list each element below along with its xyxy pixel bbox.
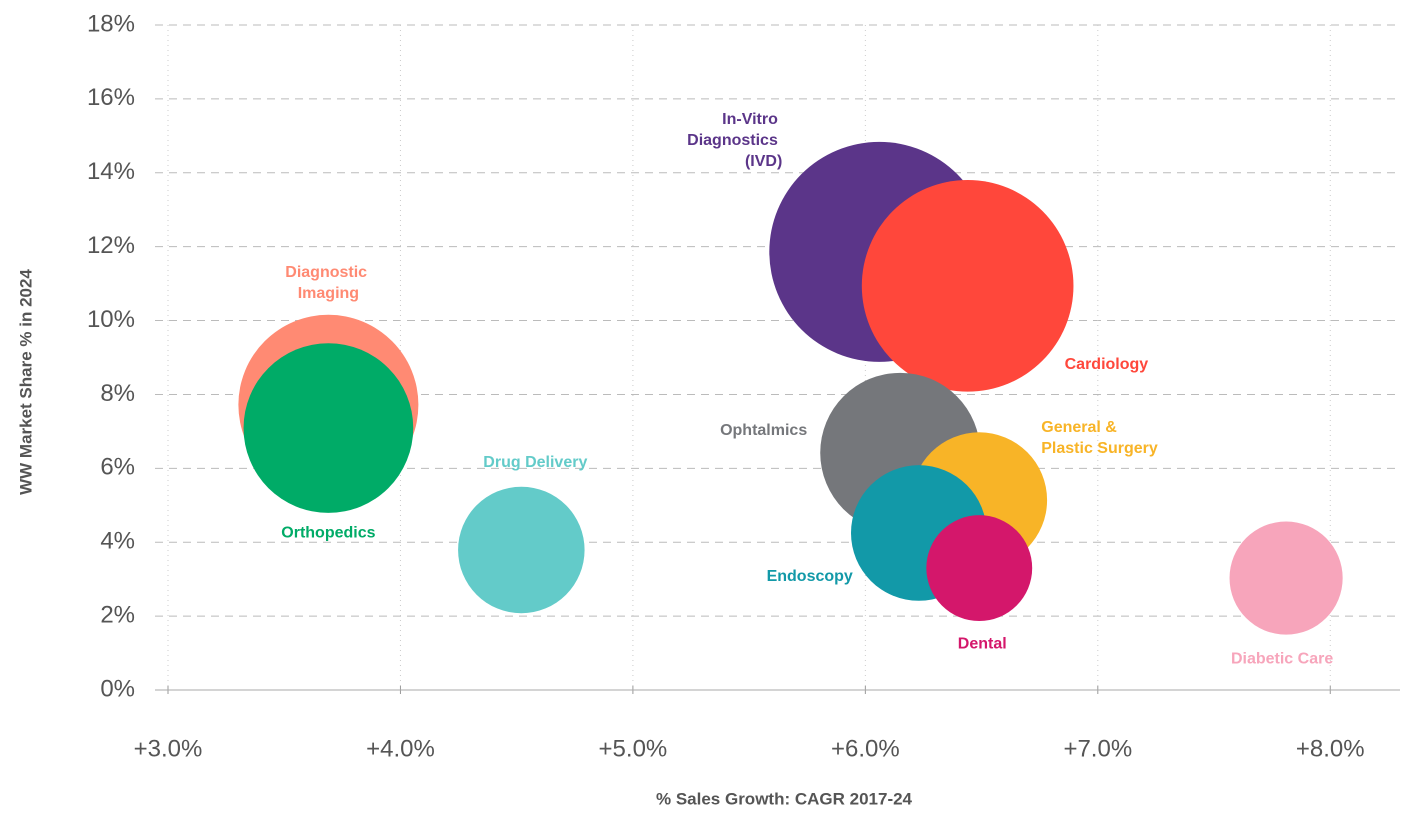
- y-tick-label: 18%: [87, 10, 135, 37]
- y-tick-label: 6%: [100, 454, 135, 481]
- x-tick-label: +8.0%: [1296, 735, 1365, 762]
- y-tick-label: 4%: [100, 528, 135, 555]
- x-tick-label: +3.0%: [134, 735, 203, 762]
- y-tick-label: 8%: [100, 380, 135, 407]
- y-tick-label: 12%: [87, 232, 135, 259]
- x-tick-label: +5.0%: [599, 735, 668, 762]
- bubble: [861, 179, 1074, 392]
- y-tick-label: 14%: [87, 158, 135, 185]
- bubble-label: Diabetic Care: [1231, 650, 1333, 667]
- x-axis-title: % Sales Growth: CAGR 2017-24: [656, 789, 913, 808]
- y-tick-label: 0%: [100, 675, 135, 702]
- bubble-label: Orthopedics: [281, 524, 375, 541]
- bubble-label: Dental: [958, 635, 1007, 652]
- y-tick-label: 10%: [87, 306, 135, 333]
- bubble-label: General & Plastic Surgery: [1041, 419, 1158, 457]
- bubble: [243, 343, 414, 513]
- bubble-label: Ophtalmics: [720, 422, 807, 439]
- bubble: [926, 515, 1033, 621]
- x-tick-label: +6.0%: [831, 735, 900, 762]
- y-axis-title: WW Market Share % in 2024: [16, 269, 35, 495]
- bubble-label: Endoscopy: [767, 568, 853, 585]
- x-tick-label: +7.0%: [1063, 735, 1132, 762]
- bubble: [458, 486, 585, 614]
- bubble-label: Cardiology: [1065, 356, 1149, 373]
- bubble-label: Diagnostic Imaging: [285, 264, 371, 302]
- bubble: [1229, 521, 1343, 635]
- bubble-label: In-Vitro Diagnostics (IVD): [687, 111, 782, 170]
- x-tick-label: +4.0%: [366, 735, 435, 762]
- bubble-label: Drug Delivery: [483, 454, 587, 471]
- y-tick-label: 2%: [100, 601, 135, 628]
- y-tick-label: 16%: [87, 84, 135, 111]
